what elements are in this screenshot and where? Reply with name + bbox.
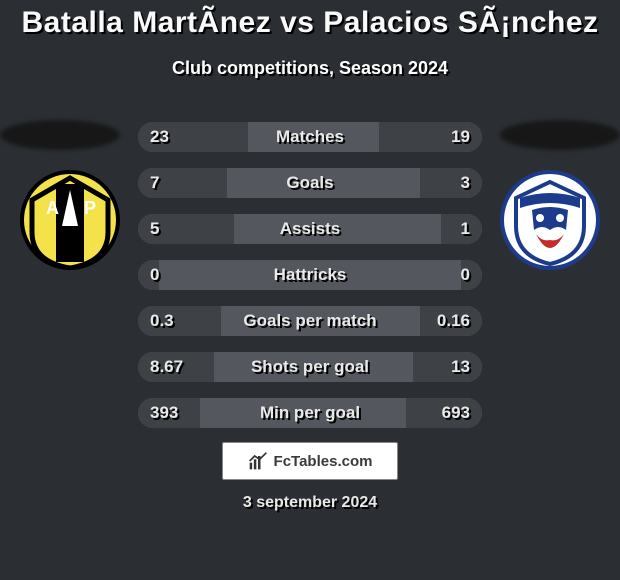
stat-label: Goals <box>138 168 482 198</box>
stat-label: Min per goal <box>138 398 482 428</box>
branding-text: FcTables.com <box>274 453 373 470</box>
stat-value-right: 0 <box>461 260 470 290</box>
branding-icon <box>248 451 268 471</box>
stat-row-spg: 8.67 Shots per goal 13 <box>138 352 482 382</box>
stat-row-matches: 23 Matches 19 <box>138 122 482 152</box>
svg-text:A: A <box>46 198 59 218</box>
stat-value-right: 19 <box>451 122 470 152</box>
stat-label: Assists <box>138 214 482 244</box>
page-title: Batalla MartÃ­nez vs Palacios SÃ¡nchez <box>0 6 620 40</box>
player-right-shadow <box>500 120 620 150</box>
branding-link[interactable]: FcTables.com <box>222 442 398 480</box>
stat-label: Matches <box>138 122 482 152</box>
stat-value-right: 0.16 <box>437 306 470 336</box>
svg-text:P: P <box>84 198 96 218</box>
stat-value-right: 13 <box>451 352 470 382</box>
stat-label: Hattricks <box>138 260 482 290</box>
stat-row-goals: 7 Goals 3 <box>138 168 482 198</box>
team-crest-left: A P <box>20 170 120 270</box>
comparison-card: Batalla MartÃ­nez vs Palacios SÃ¡nchez C… <box>0 0 620 580</box>
stat-row-hattricks: 0 Hattricks 0 <box>138 260 482 290</box>
stat-label: Goals per match <box>138 306 482 336</box>
stat-rows: 23 Matches 19 7 Goals 3 5 Assists 1 0 Ha… <box>138 122 482 444</box>
generated-date: 3 september 2024 <box>0 494 620 512</box>
player-left-shadow <box>0 120 120 150</box>
stat-value-right: 3 <box>461 168 470 198</box>
stat-value-right: 1 <box>461 214 470 244</box>
stat-value-right: 693 <box>442 398 470 428</box>
stat-row-mpg: 393 Min per goal 693 <box>138 398 482 428</box>
stat-label: Shots per goal <box>138 352 482 382</box>
team-crest-right <box>500 170 600 270</box>
page-subtitle: Club competitions, Season 2024 <box>0 58 620 79</box>
stat-row-assists: 5 Assists 1 <box>138 214 482 244</box>
stat-row-gpm: 0.3 Goals per match 0.16 <box>138 306 482 336</box>
